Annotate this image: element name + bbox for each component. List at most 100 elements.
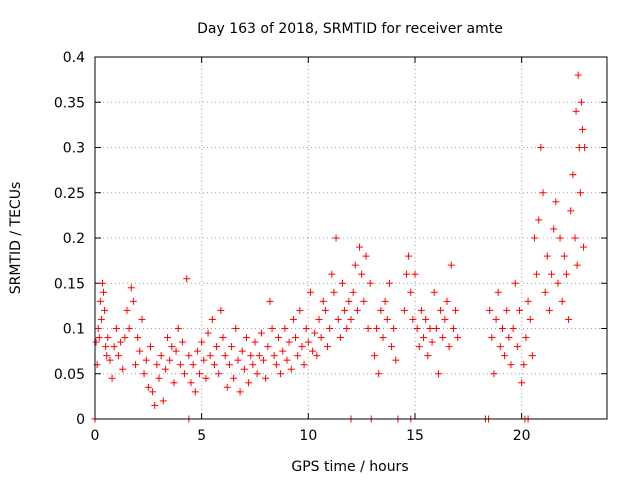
data-point (176, 361, 184, 369)
data-point (298, 343, 306, 351)
data-point (402, 270, 410, 278)
x-tick-label: 15 (406, 428, 424, 444)
data-point (567, 207, 575, 215)
y-tick-label: 0 (76, 412, 85, 428)
data-point (562, 270, 570, 278)
data-point (217, 306, 225, 314)
plot-frame (94, 56, 608, 420)
y-tick-label: 0.1 (63, 322, 85, 338)
data-point (240, 365, 248, 373)
data-point (560, 252, 568, 260)
data-point (321, 306, 329, 314)
data-point (494, 288, 502, 296)
data-point (358, 270, 366, 278)
data-point (488, 334, 496, 342)
data-point (541, 288, 549, 296)
data-point (183, 275, 191, 283)
data-point (577, 98, 585, 106)
data-point (428, 338, 436, 346)
data-point (206, 352, 214, 360)
data-point (103, 352, 111, 360)
data-point (306, 288, 314, 296)
data-point (381, 297, 389, 305)
data-point (507, 361, 515, 369)
data-point (313, 352, 321, 360)
data-point (123, 306, 131, 314)
data-point (388, 343, 396, 351)
data-point (332, 234, 340, 242)
data-point (283, 356, 291, 364)
data-point (266, 297, 274, 305)
data-point (392, 356, 400, 364)
data-point (390, 325, 398, 332)
data-point (106, 356, 114, 364)
data-point (230, 374, 238, 382)
data-point (268, 325, 276, 332)
data-point (125, 325, 133, 332)
data-point (400, 306, 408, 314)
data-point (449, 325, 457, 332)
data-point (302, 325, 310, 332)
data-point (338, 279, 346, 287)
data-point (277, 370, 285, 378)
data-point (94, 325, 102, 332)
data-point (430, 288, 438, 296)
x-tick-label: 5 (197, 428, 206, 444)
data-point (98, 279, 106, 287)
points-layer (91, 71, 589, 423)
data-point (260, 356, 268, 364)
data-point (95, 334, 103, 342)
data-point (251, 338, 259, 346)
data-point (420, 334, 428, 342)
data-point (377, 306, 385, 314)
data-point (191, 388, 199, 396)
data-point (356, 243, 364, 251)
data-point (108, 374, 116, 382)
data-point (574, 71, 582, 79)
data-point (415, 343, 423, 351)
data-point (526, 315, 534, 323)
grid-layer (95, 57, 607, 419)
data-point (432, 325, 440, 332)
data-point (262, 374, 270, 382)
data-point (505, 334, 513, 342)
data-point (140, 370, 148, 378)
data-point (100, 288, 108, 296)
data-point (225, 361, 233, 369)
data-point (193, 347, 201, 355)
data-point (486, 306, 494, 314)
data-point (370, 352, 378, 360)
data-point (452, 306, 460, 314)
data-point (112, 325, 120, 332)
y-tick-label: 0.15 (54, 276, 85, 292)
data-point (434, 370, 442, 378)
data-point (496, 343, 504, 351)
data-point (208, 315, 216, 323)
data-point (196, 370, 204, 378)
data-point (422, 315, 430, 323)
data-point (550, 225, 558, 233)
data-point (210, 361, 218, 369)
data-point (146, 343, 154, 351)
data-point (385, 279, 393, 287)
data-point (215, 370, 223, 378)
data-point (375, 370, 383, 378)
data-point (503, 306, 511, 314)
data-point (326, 325, 334, 332)
data-point (528, 352, 536, 360)
data-point (181, 370, 189, 378)
data-point (424, 352, 432, 360)
data-point (353, 306, 361, 314)
data-point (144, 383, 152, 391)
data-point (336, 334, 344, 342)
data-point (571, 234, 579, 242)
data-point (174, 325, 182, 332)
data-point (520, 361, 528, 369)
data-point (172, 347, 180, 355)
data-point (104, 334, 112, 342)
data-point (343, 325, 351, 332)
data-point (164, 334, 172, 342)
data-point (304, 338, 312, 346)
data-point (296, 306, 304, 314)
